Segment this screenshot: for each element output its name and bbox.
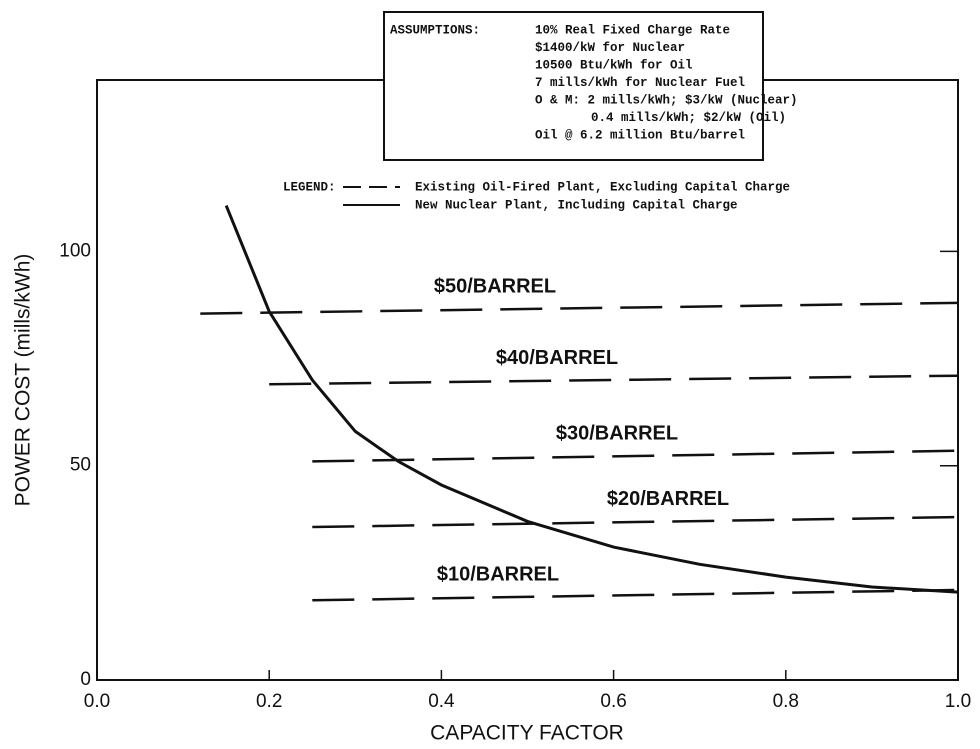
oil-cost-line bbox=[312, 449, 959, 463]
x-tick-label: 0.8 bbox=[773, 691, 799, 712]
oil-cost-line bbox=[312, 588, 959, 602]
assumption-item: $1400/kW for Nuclear bbox=[535, 41, 685, 55]
series-label: $10/BARREL bbox=[437, 564, 559, 586]
oil-cost-line bbox=[200, 301, 959, 315]
x-tick-label: 0.2 bbox=[256, 691, 282, 712]
assumption-item: Oil @ 6.2 million Btu/barrel bbox=[535, 128, 745, 142]
series-label: $50/BARREL bbox=[434, 276, 556, 298]
legend-label: Existing Oil-Fired Plant, Excluding Capi… bbox=[415, 180, 790, 194]
nuclear-cost-curve bbox=[224, 205, 959, 594]
assumption-item: 0.4 mills/kWh; $2/kW (Oil) bbox=[591, 111, 786, 125]
assumptions-box bbox=[383, 11, 764, 161]
series-label: $30/BARREL bbox=[556, 423, 678, 445]
y-axis-label: POWER COST (mills/kWh) bbox=[12, 254, 35, 507]
y-tick-label: 50 bbox=[70, 455, 91, 476]
x-tick-label: 0.6 bbox=[600, 691, 626, 712]
x-tick-label: 1.0 bbox=[945, 691, 971, 712]
assumption-item: O & M: 2 mills/kWh; $3/kW (Nuclear) bbox=[535, 93, 798, 107]
legend-title: LEGEND: bbox=[283, 180, 336, 194]
oil-cost-line bbox=[312, 515, 959, 529]
oil-cost-line bbox=[269, 374, 959, 386]
y-tick-label: 0 bbox=[80, 669, 91, 690]
assumption-item: 10% Real Fixed Charge Rate bbox=[535, 23, 730, 37]
x-tick-label: 0.4 bbox=[428, 691, 455, 712]
legend-label: New Nuclear Plant, Including Capital Cha… bbox=[415, 198, 738, 212]
x-tick-label: 0.0 bbox=[84, 691, 110, 712]
assumptions-title: ASSUMPTIONS: bbox=[390, 23, 480, 37]
y-tick-label: 100 bbox=[59, 240, 91, 261]
assumption-item: 10500 Btu/kWh for Oil bbox=[535, 58, 693, 72]
series-label: $40/BARREL bbox=[496, 347, 618, 369]
series-label: $20/BARREL bbox=[607, 488, 729, 510]
x-axis-label: CAPACITY FACTOR bbox=[430, 722, 624, 745]
assumption-item: 7 mills/kWh for Nuclear Fuel bbox=[535, 76, 745, 90]
